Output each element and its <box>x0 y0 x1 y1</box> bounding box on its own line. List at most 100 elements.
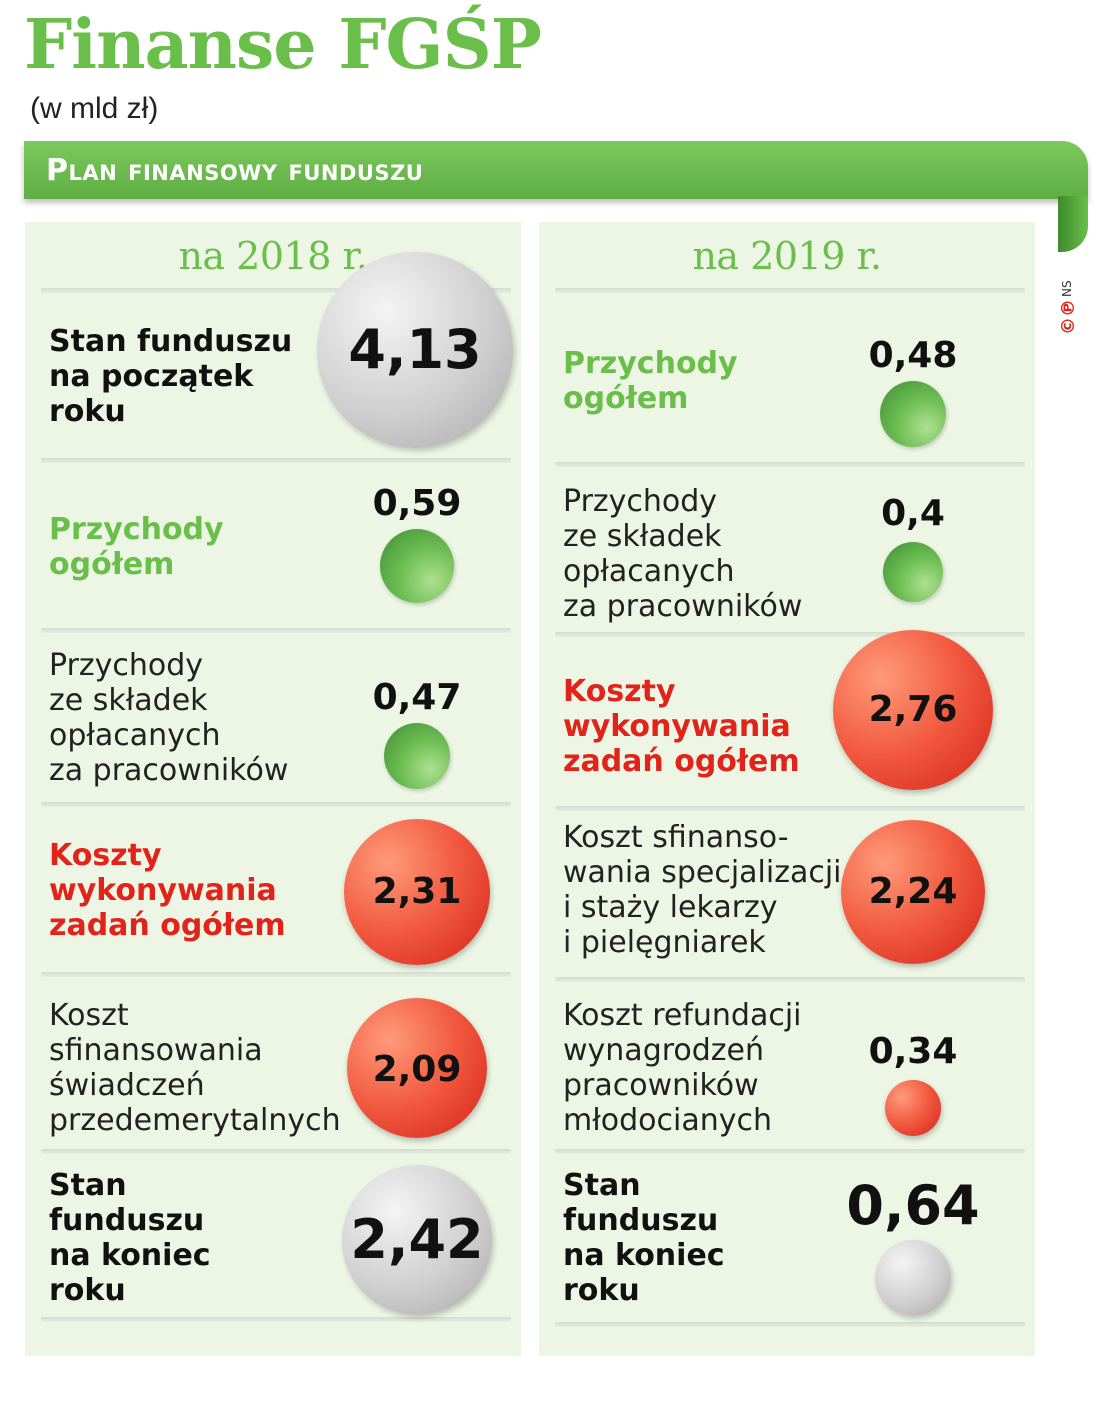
item-label-line: roku <box>49 394 126 429</box>
column-2019: na 2019 r. Przychody ogółem 0,48 Przychody z… <box>539 222 1035 1356</box>
banner-fold <box>1058 196 1088 252</box>
value-bubble <box>841 820 985 964</box>
row-separator <box>41 458 511 463</box>
item-label-line: za pracowników <box>563 589 803 624</box>
value-bubble <box>317 252 513 448</box>
value-label: 2,24 <box>868 871 958 913</box>
value-label: 0,34 <box>868 1031 958 1073</box>
item-label-line: funduszu <box>49 1203 205 1238</box>
value-bubble <box>885 1080 941 1136</box>
copyright-icon: ©℗ <box>1058 299 1079 335</box>
row-separator <box>41 628 511 633</box>
item-label-line: sfinansowania <box>49 1033 263 1068</box>
item-label-line: Koszt sfinanso- <box>563 820 789 855</box>
item-label: Koszty wykonywania zadań ogółem <box>49 838 286 943</box>
row-separator <box>41 972 511 977</box>
row-separator <box>41 1149 511 1154</box>
item-label-line: opłacanych <box>563 554 735 589</box>
row-separator <box>555 462 1025 467</box>
value-bubble <box>880 381 946 447</box>
column-2018: na 2018 r. Stan funduszu na początek roku 4… <box>25 222 521 1356</box>
item-label-line: wania specjalizacji <box>563 855 842 890</box>
item-label-line: zadań ogółem <box>563 744 800 779</box>
item-label-line: Stan funduszu <box>49 324 293 359</box>
column-title-2018: na 2018 r. <box>178 234 368 278</box>
row-separator <box>555 632 1025 637</box>
item-label-line: i staży lekarzy <box>563 890 778 925</box>
item-label-line: Koszt refundacji <box>563 998 802 1033</box>
value-label: 4,13 <box>348 317 482 381</box>
row-separator <box>555 1149 1025 1154</box>
author-credit: NS <box>1060 280 1074 297</box>
item-label: Stan funduszu na koniec roku <box>563 1168 725 1308</box>
value-label: 0,47 <box>372 677 462 719</box>
item-label-line: i pielęgniarek <box>563 925 766 960</box>
item-label-line: wynagrodzeń <box>563 1033 765 1068</box>
item-label: Przychody ze składek opłacanych za pracowni… <box>563 484 802 624</box>
row-separator <box>41 1317 511 1322</box>
banner-title: Plan finansowy funduszu <box>46 153 424 188</box>
value-bubble <box>384 723 450 789</box>
value-bubble <box>342 1165 492 1315</box>
value-label: 0,4 <box>881 493 945 535</box>
row-separator <box>555 977 1025 982</box>
page-title: Finanse FGŚP <box>24 5 542 85</box>
item-label-line: ze składek <box>49 683 208 718</box>
item-label-line: ze składek <box>563 519 722 554</box>
item-label-line: wykonywania <box>49 873 277 908</box>
item-label-line: na koniec <box>49 1238 211 1273</box>
section-banner: Plan finansowy funduszu <box>24 141 1088 199</box>
unit-label: (w mld zł) <box>30 92 159 125</box>
value-bubble <box>833 630 993 790</box>
value-label: 0,48 <box>868 335 958 377</box>
item-label-line: ogółem <box>563 381 689 416</box>
item-label-line: młodocianych <box>563 1103 772 1138</box>
value-label: 2,09 <box>372 1049 462 1091</box>
item-label: Koszty wykonywania zadań ogółem <box>563 674 800 779</box>
item-label-line: na początek <box>49 359 254 394</box>
item-label-line: Przychody <box>563 346 738 381</box>
row-separator <box>41 802 511 807</box>
value-bubble <box>347 998 487 1138</box>
value-bubble <box>380 529 454 603</box>
item-label: Koszt sfinansowania świadczeń przedemerytal… <box>49 998 341 1138</box>
item-label-line: opłacanych <box>49 718 221 753</box>
copyright-mark: ©℗ NS <box>1058 275 1082 355</box>
row-separator <box>41 288 511 293</box>
item-label-line: świadczeń <box>49 1068 205 1103</box>
item-label-line: Koszty <box>49 838 162 873</box>
value-label: 2,31 <box>372 871 462 913</box>
value-label: 2,76 <box>868 689 958 731</box>
column-title-2019: na 2019 r. <box>692 234 882 278</box>
item-label-line: roku <box>49 1273 126 1308</box>
item-label-line: roku <box>563 1273 640 1308</box>
item-label: Przychody ogółem <box>563 346 738 416</box>
item-label-line: Stan <box>49 1168 127 1203</box>
item-label: Koszt sfinanso-wania specjalizacji i staż… <box>563 820 842 960</box>
value-label: 2,42 <box>350 1207 484 1271</box>
item-label: Stan funduszu na koniec roku <box>49 1168 211 1308</box>
item-label: Przychody ogółem <box>49 512 224 582</box>
item-label-line: Koszty <box>563 674 676 709</box>
value-bubble <box>883 542 943 602</box>
item-label: Koszt refundacji wynagrodzeń pracowników mł… <box>563 998 802 1138</box>
item-label: Stan funduszu na początek roku <box>49 324 292 429</box>
item-label-line: pracowników <box>563 1068 759 1103</box>
row-separator <box>555 1322 1025 1327</box>
item-label-line: Przychody <box>49 512 224 547</box>
item-label-line: zadań ogółem <box>49 908 286 943</box>
item-label-line: Stan <box>563 1168 641 1203</box>
value-bubble <box>875 1240 951 1316</box>
item-label-line: funduszu <box>563 1203 719 1238</box>
value-label: 0,64 <box>846 1173 980 1237</box>
item-label-line: Koszt <box>49 998 129 1033</box>
item-label-line: za pracowników <box>49 753 289 788</box>
row-separator <box>555 288 1025 293</box>
item-label: Przychody ze składek opłacanych za pracowni… <box>49 648 288 788</box>
value-label: 0,59 <box>372 483 462 525</box>
item-label-line: ogółem <box>49 547 175 582</box>
item-label-line: na koniec <box>563 1238 725 1273</box>
item-label-line: Przychody <box>49 648 204 683</box>
row-separator <box>555 806 1025 811</box>
item-label-line: przedemerytalnych <box>49 1103 341 1138</box>
